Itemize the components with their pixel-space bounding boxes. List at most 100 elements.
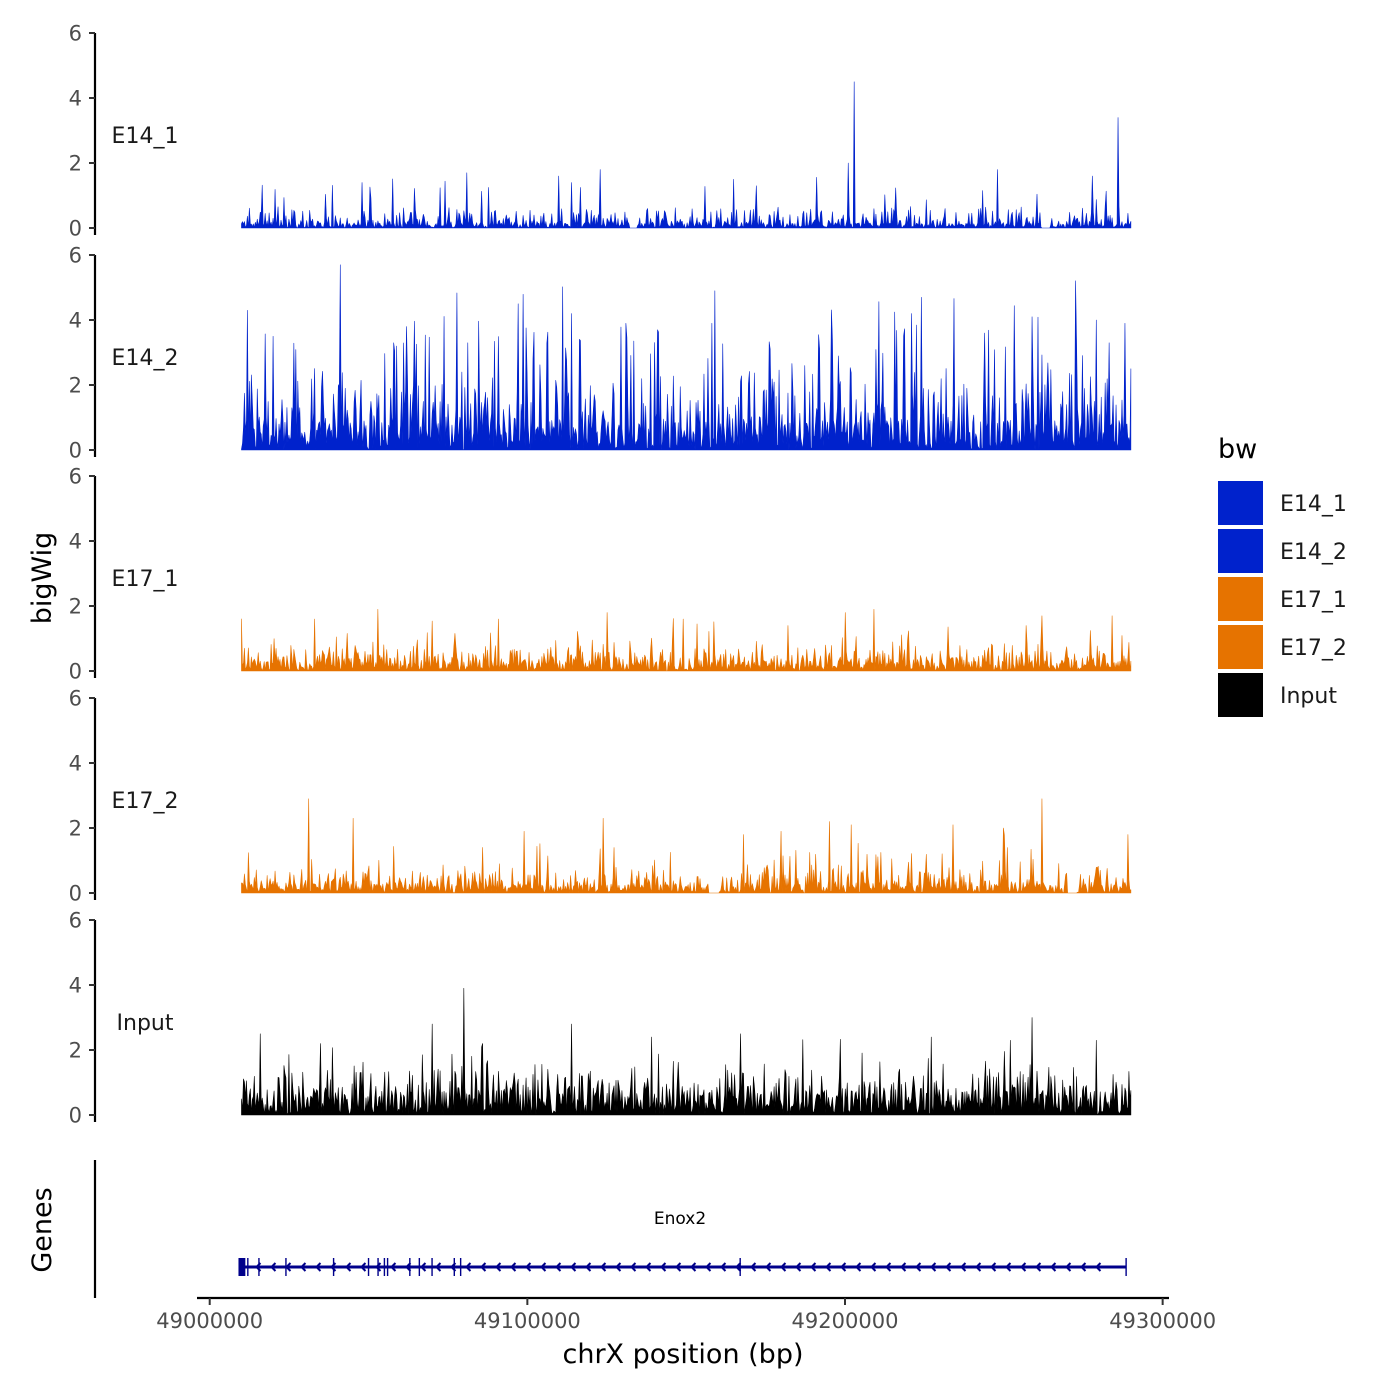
strand-arrow [1050,1262,1057,1272]
legend-label: Input [1280,684,1337,709]
y-tick-label: 0 [69,1104,82,1128]
strand-arrow [420,1262,427,1272]
y-tick-label: 4 [69,974,82,998]
legend-entry-e14-1: E14_1 [1218,481,1347,525]
strand-arrow [765,1262,772,1272]
strand-arrow [645,1262,652,1272]
strand-arrow [315,1262,322,1272]
y-tick-label: 2 [69,374,82,398]
legend-swatch [1218,673,1263,717]
strand-arrow [630,1262,637,1272]
strand-arrow [540,1262,547,1272]
strand-arrow [510,1262,517,1272]
strand-arrow [570,1262,577,1272]
strand-arrow [960,1262,967,1272]
y-tick-label: 4 [69,752,82,776]
strand-arrow [1080,1262,1087,1272]
x-axis-title: chrX position (bp) [562,1339,803,1370]
x-tick-label: 49100000 [474,1309,581,1333]
strand-arrow [975,1262,982,1272]
y-tick-label: 4 [69,530,82,554]
y-axis-title: bigWig [27,532,58,625]
y-tick-label: 4 [69,309,82,333]
legend-entry-e17-1: E17_1 [1218,577,1347,621]
strand-arrow [495,1262,502,1272]
strand-arrow [915,1262,922,1272]
legend-swatch [1218,625,1263,669]
strand-arrow [360,1262,367,1272]
legend-entry-input: Input [1218,673,1337,717]
strand-arrow [855,1262,862,1272]
signal-area [241,264,1132,451]
signal-area [241,608,1132,672]
strand-arrow [270,1262,277,1272]
strand-arrow [525,1262,532,1272]
strand-arrow [735,1262,742,1272]
y-tick-label: 6 [69,909,82,933]
strand-arrow [810,1262,817,1272]
exon [1125,1258,1127,1276]
strand-arrow [1095,1262,1102,1272]
y-tick-label: 6 [69,22,82,46]
legend-label: E14_1 [1280,492,1347,517]
track-e17-2: 0 2 4 6 E17_2 [69,687,1132,906]
signal-tracks: 0 2 4 6 E14_1 0 2 4 6 E14_2 0 2 4 6 E17_1 0 2 4 6 E17_2 0 2 4 6… [69,22,1132,1128]
exon [386,1258,389,1276]
legend-label: E17_2 [1280,636,1347,661]
track-e17-1: 0 2 4 6 E17_1 [69,465,1132,684]
exon [459,1258,462,1276]
strand-arrow [825,1262,832,1272]
strand-arrow [690,1262,697,1272]
legend-swatch [1218,577,1263,621]
exon [243,1258,246,1276]
exon [453,1258,455,1276]
strand-arrow [675,1262,682,1272]
y-tick-label: 6 [69,244,82,268]
y-tick-label: 2 [69,152,82,176]
exon [377,1258,379,1276]
legend-label: E14_2 [1280,540,1347,565]
x-axis: 49000000 49100000 49200000 49300000 [156,1296,1216,1333]
exon [739,1258,741,1276]
strand-arrow [840,1262,847,1272]
y-tick-label: 4 [69,87,82,111]
gene-enox2: Enox2 [238,1209,1127,1276]
strand-arrow [705,1262,712,1272]
strand-arrow [300,1262,307,1272]
legend-title: bw [1218,434,1257,465]
strand-arrow [720,1262,727,1272]
legend-swatch [1218,529,1263,573]
track-label: E17_2 [112,789,179,814]
strand-arrow [465,1262,472,1272]
legend-swatch [1218,481,1263,525]
exon [285,1258,287,1276]
y-tick-label: 2 [69,1039,82,1063]
exon [332,1258,335,1276]
exon [409,1258,411,1276]
legend-entry-e14-2: E14_2 [1218,529,1347,573]
signal-area [241,987,1132,1116]
strand-arrow [585,1262,592,1272]
strand-arrow [435,1262,442,1272]
strand-arrow [750,1262,757,1272]
genes-axis-title: Genes [27,1187,58,1272]
track-label: E17_1 [112,567,179,592]
exon [383,1258,386,1276]
exon [431,1258,433,1276]
strand-arrow [870,1262,877,1272]
exon [247,1258,249,1276]
y-tick-label: 0 [69,660,82,684]
exon [238,1258,245,1276]
y-tick-label: 6 [69,465,82,489]
strand-arrow [615,1262,622,1272]
x-tick-label: 49200000 [792,1309,899,1333]
y-tick-label: 0 [69,439,82,463]
strand-arrow [780,1262,787,1272]
track-label: Input [117,1011,174,1036]
y-tick-label: 6 [69,687,82,711]
gene-track: Enox2 [93,1160,1127,1298]
strand-arrow [1065,1262,1072,1272]
track-label: E14_1 [112,124,179,149]
exon [418,1258,421,1276]
